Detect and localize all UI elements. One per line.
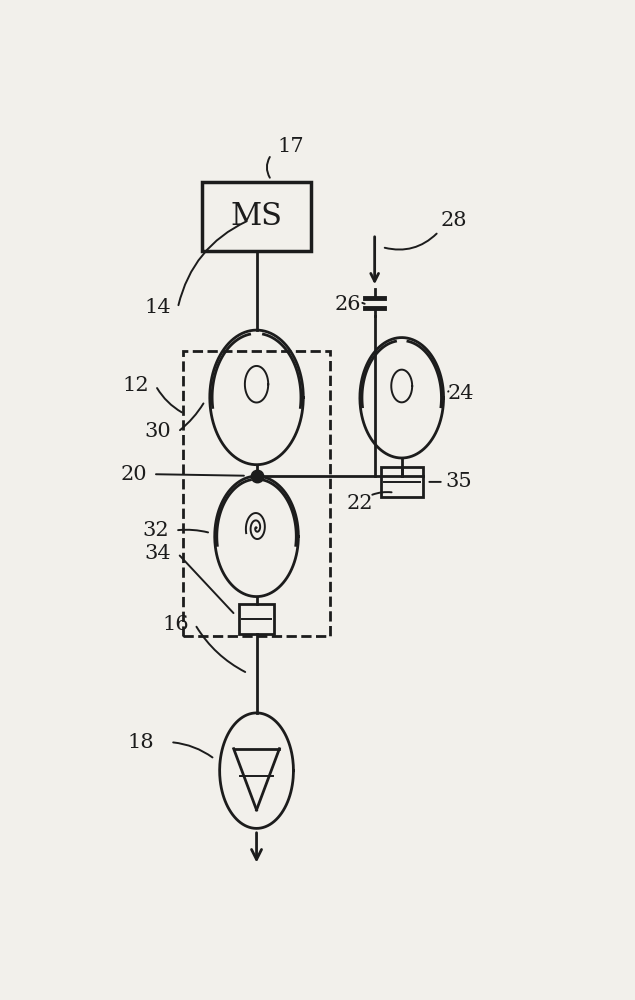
Text: 34: 34 <box>145 544 171 563</box>
Text: 16: 16 <box>162 615 189 634</box>
Text: 30: 30 <box>145 422 171 441</box>
Text: 22: 22 <box>347 494 373 513</box>
Text: 12: 12 <box>123 376 149 395</box>
Text: MS: MS <box>231 201 283 232</box>
Text: 18: 18 <box>128 733 154 752</box>
Text: 28: 28 <box>440 211 467 230</box>
Text: 17: 17 <box>277 137 304 156</box>
Text: 14: 14 <box>145 298 171 317</box>
Bar <box>239 604 274 634</box>
Text: 24: 24 <box>448 384 474 403</box>
Text: 20: 20 <box>120 465 147 484</box>
Bar <box>381 467 423 497</box>
Text: 35: 35 <box>445 472 472 491</box>
Bar <box>203 182 311 251</box>
Bar <box>183 351 330 636</box>
Text: 32: 32 <box>142 521 169 540</box>
Text: 26: 26 <box>335 295 361 314</box>
